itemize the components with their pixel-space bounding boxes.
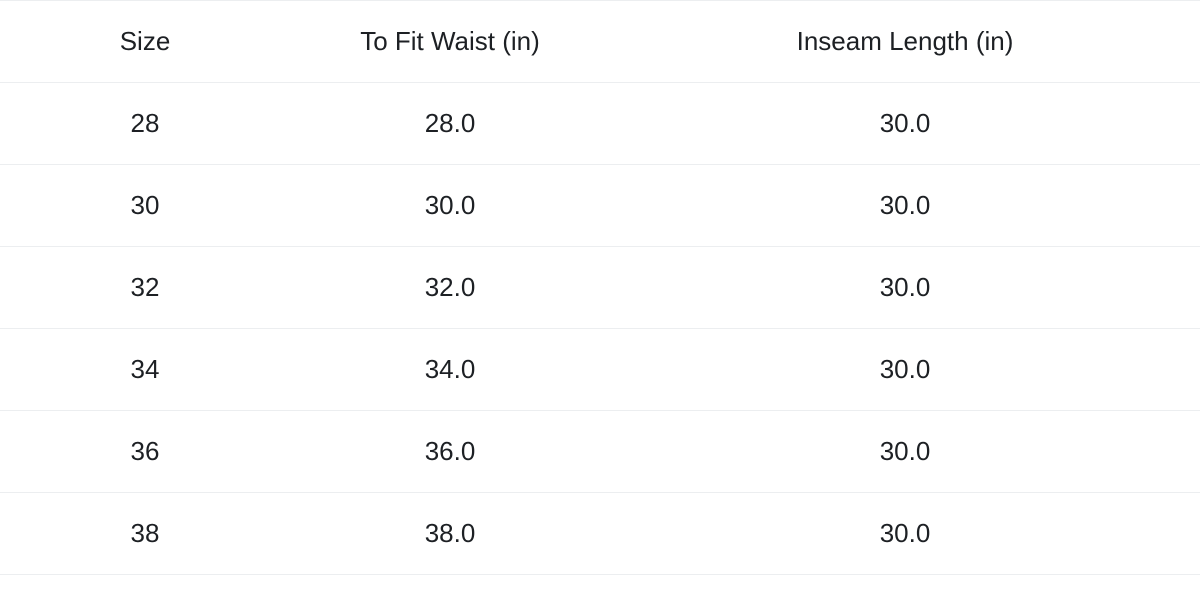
- table-body: 28 28.0 30.0 30 30.0 30.0 32 32.0 30.0 3…: [0, 82, 1200, 596]
- table-row: 38 38.0 30.0: [0, 492, 1200, 575]
- table-row: 30 30.0 30.0: [0, 164, 1200, 247]
- table-header: Size To Fit Waist (in) Inseam Length (in…: [0, 0, 1200, 83]
- cell-waist: 32.0: [290, 246, 610, 329]
- table-row: 36 36.0 30.0: [0, 410, 1200, 493]
- cell-size: 30: [0, 164, 290, 247]
- cell-size: 38: [0, 492, 290, 575]
- cell-size: 28: [0, 82, 290, 165]
- cell-size: 32: [0, 246, 290, 329]
- column-header-size: Size: [0, 0, 290, 83]
- cell-inseam: 30.0: [610, 328, 1200, 411]
- cell-waist: 36.0: [290, 410, 610, 493]
- cell-waist: [290, 574, 610, 596]
- table-row: 28 28.0 30.0: [0, 82, 1200, 165]
- column-header-inseam: Inseam Length (in): [610, 0, 1200, 83]
- cell-waist: 28.0: [290, 82, 610, 165]
- cell-size: 36: [0, 410, 290, 493]
- cell-inseam: 30.0: [610, 492, 1200, 575]
- table-row-clipped: [0, 574, 1200, 596]
- cell-inseam: 30.0: [610, 164, 1200, 247]
- table-row: 32 32.0 30.0: [0, 246, 1200, 329]
- cell-inseam: [610, 574, 1200, 596]
- cell-inseam: 30.0: [610, 82, 1200, 165]
- cell-waist: 38.0: [290, 492, 610, 575]
- table-row: 34 34.0 30.0: [0, 328, 1200, 411]
- column-header-waist: To Fit Waist (in): [290, 0, 610, 83]
- cell-size: 34: [0, 328, 290, 411]
- cell-size: [0, 574, 290, 596]
- cell-waist: 34.0: [290, 328, 610, 411]
- table-header-row: Size To Fit Waist (in) Inseam Length (in…: [0, 0, 1200, 83]
- cell-inseam: 30.0: [610, 410, 1200, 493]
- cell-waist: 30.0: [290, 164, 610, 247]
- cell-inseam: 30.0: [610, 246, 1200, 329]
